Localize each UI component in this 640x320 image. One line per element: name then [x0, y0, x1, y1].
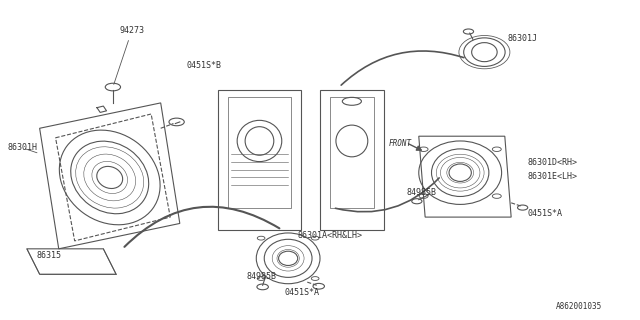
Text: 84985B: 84985B — [246, 272, 276, 281]
Text: 84985B: 84985B — [406, 188, 436, 197]
Text: 0451S*A: 0451S*A — [527, 209, 562, 218]
Text: 86315: 86315 — [36, 251, 61, 260]
Text: A862001035: A862001035 — [556, 302, 602, 311]
Text: 94273: 94273 — [114, 26, 144, 84]
Text: 86301D<RH>: 86301D<RH> — [527, 158, 577, 167]
Text: 0451S*A: 0451S*A — [285, 288, 320, 297]
Text: 86301J: 86301J — [508, 34, 538, 43]
Text: 0451S*B: 0451S*B — [186, 61, 221, 70]
Text: 86301H: 86301H — [8, 143, 38, 153]
Text: 86301E<LH>: 86301E<LH> — [527, 172, 577, 181]
Text: FRONT: FRONT — [389, 139, 412, 148]
Text: 86301A<RH&LH>: 86301A<RH&LH> — [298, 231, 363, 240]
